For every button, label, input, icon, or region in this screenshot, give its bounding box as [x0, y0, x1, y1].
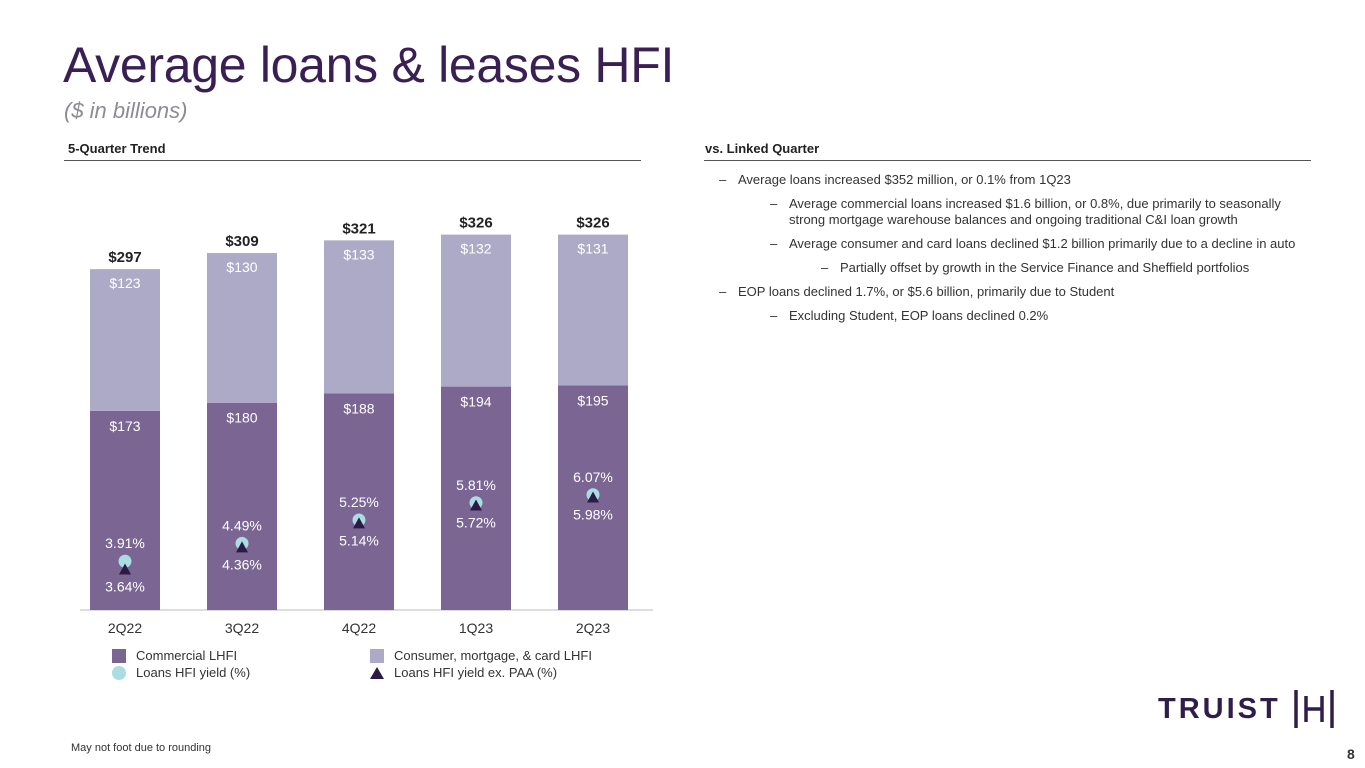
legend-label-consumer: Consumer, mortgage, & card LHFI [394, 648, 592, 663]
trend-heading: 5-Quarter Trend [68, 141, 166, 156]
legend-consumer: Consumer, mortgage, & card LHFI [370, 648, 592, 663]
bullet-item: – Partially offset by growth in the Servi… [719, 260, 1309, 276]
bullet-dash: – [770, 236, 778, 251]
page-number: 8 [1347, 746, 1355, 762]
x-tick-label: 4Q22 [342, 620, 376, 636]
bullet-text: Partially offset by growth in the Servic… [840, 260, 1250, 275]
loans-stacked-bar-chart: $173 $123 $297 2Q22 3.91% 3.64% $180 $130 $309 3Q… [80, 215, 653, 636]
truist-mark-icon [1293, 690, 1334, 728]
data-label-commercial: $188 [343, 401, 374, 417]
data-label-consumer: $130 [226, 259, 257, 275]
yield-point [118, 554, 132, 568]
yield-ex-paa-point [587, 491, 599, 503]
bullet-item: – Average consumer and card loans decline… [719, 236, 1309, 252]
total-label: $321 [342, 220, 375, 237]
bullet-text: Average consumer and card loans declined… [789, 236, 1296, 251]
linked-quarter-divider [704, 160, 1311, 161]
legend-label-yield-ex-paa: Loans HFI yield ex. PAA (%) [394, 665, 558, 680]
bar-commercial [324, 393, 394, 610]
data-label-commercial: $180 [226, 410, 257, 426]
bar-consumer [558, 234, 628, 386]
yield-label: 5.25% [339, 494, 379, 510]
bullet-dash: – [770, 196, 778, 211]
bar-consumer [207, 253, 277, 403]
trend-divider [64, 160, 641, 161]
yield-ex-paa-label: 5.98% [573, 507, 613, 523]
x-tick-label: 2Q23 [576, 620, 610, 636]
x-tick-label: 3Q22 [225, 620, 259, 636]
bar-commercial [207, 402, 277, 610]
bullet-text: Excluding Student, EOP loans declined 0.… [789, 308, 1049, 323]
bullet-text: Average commercial loans increased $1.6 … [789, 196, 1281, 227]
data-label-consumer: $123 [109, 275, 140, 291]
yield-ex-paa-point [353, 517, 365, 529]
legend-yield: Loans HFI yield (%) [112, 665, 250, 680]
bar-consumer [90, 269, 160, 411]
data-label-commercial: $195 [577, 392, 608, 408]
bullet-text: EOP loans declined 1.7%, or $5.6 billion… [738, 284, 1115, 299]
yield-label: 5.81% [456, 477, 496, 493]
yield-ex-paa-label: 5.72% [456, 515, 496, 531]
legend-swatch-commercial [112, 648, 126, 663]
bullet-item: – EOP loans declined 1.7%, or $5.6 billio… [719, 284, 1309, 300]
legend-yield-ex-paa: Loans HFI yield ex. PAA (%) [370, 665, 557, 680]
total-label: $326 [459, 215, 492, 232]
bar-commercial [90, 410, 160, 610]
page-title: Average loans & leases HFI [63, 37, 675, 93]
truist-logo: TRUIST [1158, 690, 1335, 728]
legend-label-commercial: Commercial LHFI [136, 648, 238, 663]
bullet-item: – Average commercial loans increased $1.6… [719, 196, 1309, 228]
data-label-commercial: $173 [109, 418, 140, 434]
yield-label: 6.07% [573, 469, 613, 485]
brand-wordmark: TRUIST [1158, 692, 1281, 725]
yield-ex-paa-point [470, 499, 482, 511]
bullet-dash: – [719, 284, 727, 299]
data-label-consumer: $133 [343, 246, 374, 262]
bullet-text: Average loans increased $352 million, or… [738, 172, 1071, 187]
x-tick-label: 2Q22 [108, 620, 142, 636]
footnote: May not foot due to rounding [71, 742, 212, 754]
yield-ex-paa-point [236, 541, 248, 553]
bullet-dash: – [719, 172, 727, 187]
bullet-dash: – [770, 308, 778, 323]
legend-circle-icon [112, 665, 126, 680]
bullet-dash: – [821, 260, 829, 275]
yield-ex-paa-label: 5.14% [339, 532, 379, 548]
x-tick-label: 1Q23 [459, 620, 493, 636]
bullet-item: – Excluding Student, EOP loans declined 0… [719, 308, 1309, 324]
yield-ex-paa-label: 4.36% [222, 556, 262, 572]
yield-ex-paa-point [119, 563, 131, 575]
yield-ex-paa-label: 3.64% [105, 579, 145, 595]
yield-label: 4.49% [222, 517, 262, 533]
bar-consumer [324, 240, 394, 394]
total-label: $326 [576, 215, 609, 232]
linked-quarter-bullets: – Average loans increased $352 million, o… [719, 172, 1309, 332]
yield-label: 3.91% [105, 535, 145, 551]
legend-triangle-icon [370, 666, 384, 679]
page-subtitle: ($ in billions) [64, 98, 188, 123]
bar-consumer [441, 234, 511, 387]
linked-quarter-heading: vs. Linked Quarter [705, 141, 820, 156]
data-label-commercial: $194 [460, 394, 491, 410]
legend-swatch-consumer [370, 648, 384, 663]
total-label: $297 [108, 249, 141, 266]
data-label-consumer: $131 [577, 241, 608, 257]
legend-commercial: Commercial LHFI [112, 648, 237, 663]
legend-label-yield: Loans HFI yield (%) [136, 665, 251, 680]
bullet-item: – Average loans increased $352 million, o… [719, 172, 1309, 188]
total-label: $309 [225, 233, 258, 250]
data-label-consumer: $132 [460, 241, 491, 257]
